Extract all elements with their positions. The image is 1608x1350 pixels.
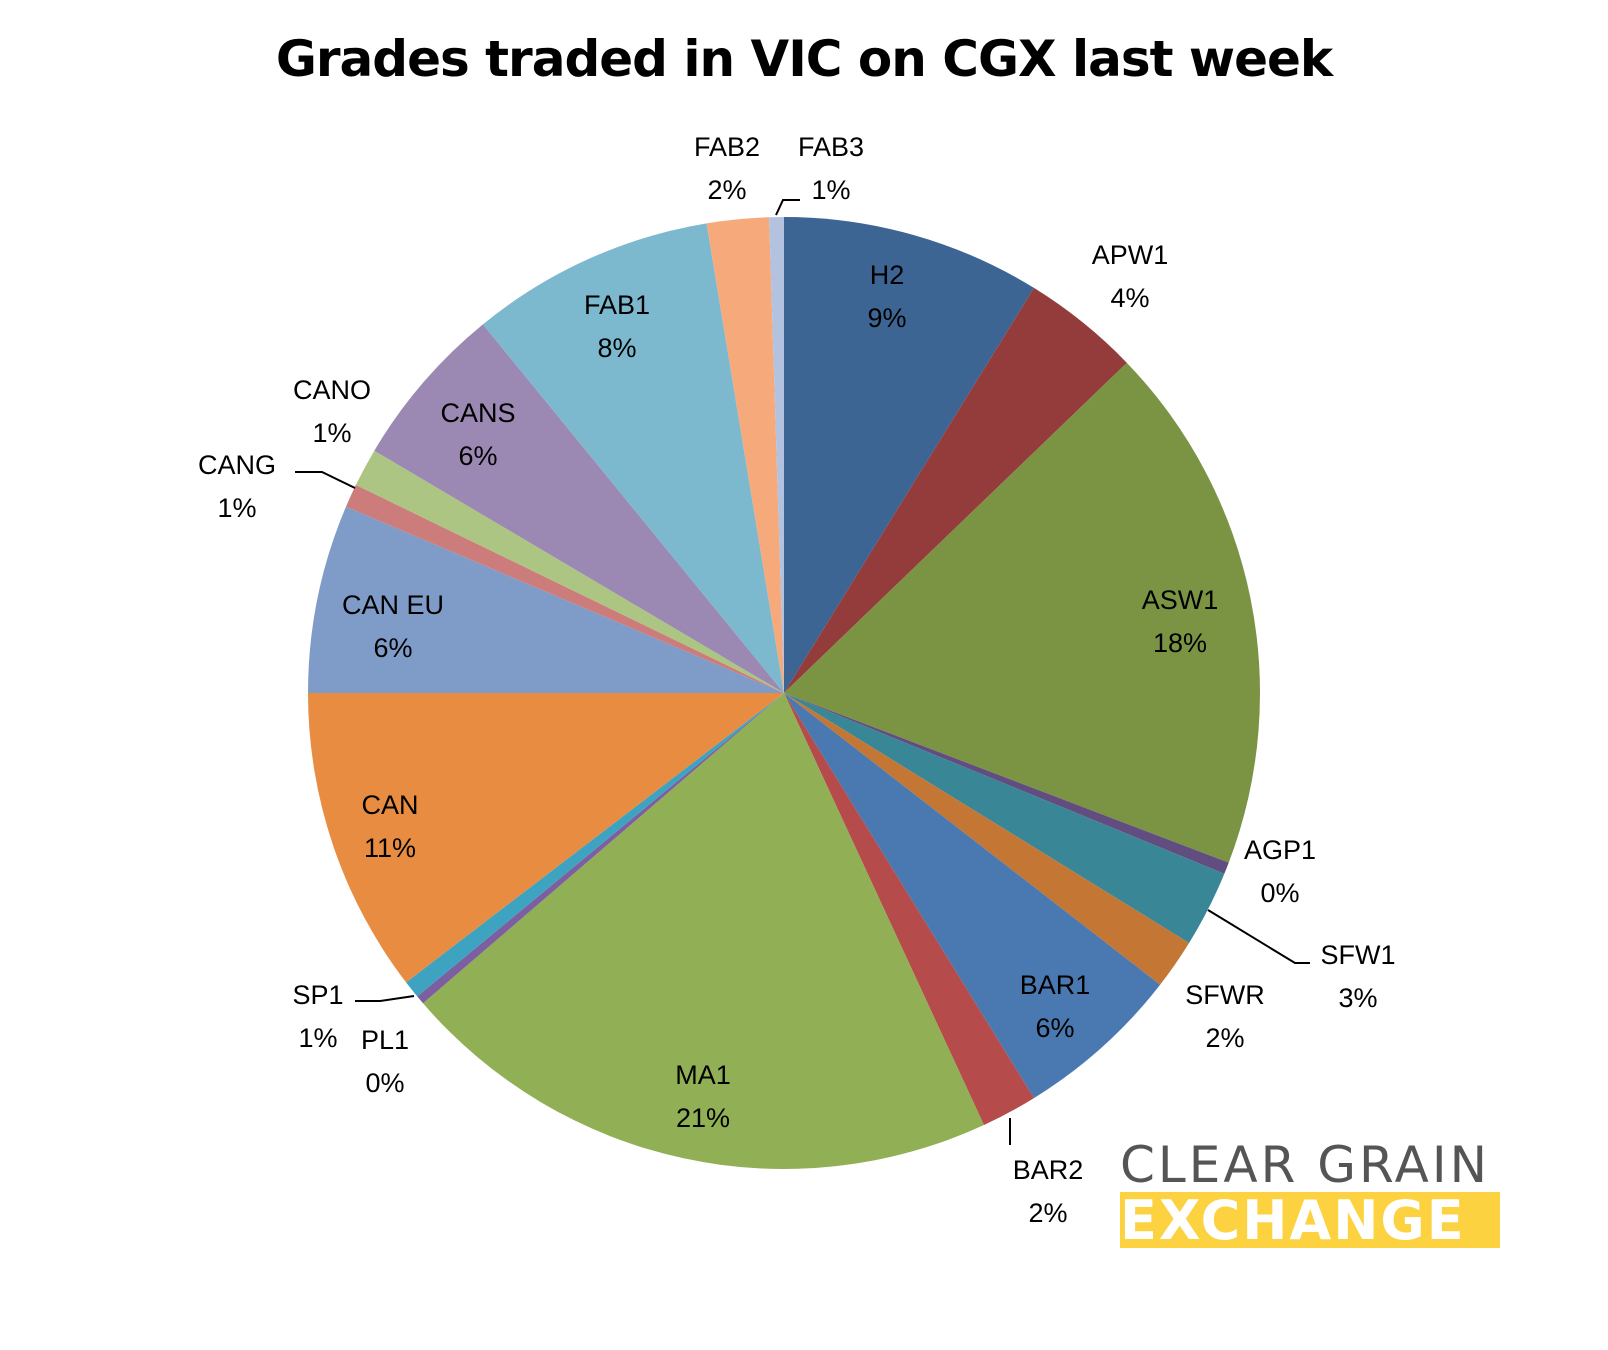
slice-percent: 4% bbox=[1110, 283, 1149, 313]
data-label: ASW1 18% bbox=[1142, 585, 1219, 658]
slice-percent: 2% bbox=[1028, 1198, 1067, 1228]
leader-line bbox=[1207, 909, 1310, 964]
data-label: CAN EU 6% bbox=[342, 590, 444, 663]
data-label: CANS 6% bbox=[440, 398, 515, 471]
data-label: SFW1 3% bbox=[1320, 940, 1395, 1013]
slice-percent: 1% bbox=[312, 418, 351, 448]
data-label: FAB2 2% bbox=[694, 132, 760, 205]
leader-line bbox=[295, 471, 356, 489]
data-label: PL1 0% bbox=[361, 1025, 409, 1098]
pie-slice-pl1 bbox=[417, 693, 784, 1004]
clear-grain-exchange-logo: CLEAR GRAIN EXCHANGE bbox=[1120, 1138, 1500, 1248]
slice-percent: 1% bbox=[217, 493, 256, 523]
data-label: CANG 1% bbox=[198, 450, 276, 523]
slice-name: CANG bbox=[198, 450, 276, 480]
slice-percent: 21% bbox=[676, 1103, 730, 1133]
logo-line2: EXCHANGE bbox=[1120, 1192, 1500, 1248]
slice-name: SP1 bbox=[292, 980, 343, 1010]
data-label: SFWR 2% bbox=[1185, 980, 1264, 1053]
slice-percent: 0% bbox=[365, 1068, 404, 1098]
pie-slice-fab1 bbox=[482, 223, 784, 693]
pie-slice-fab3 bbox=[769, 217, 784, 693]
pie-slice-can bbox=[308, 693, 784, 983]
pie-slice-cans bbox=[374, 324, 784, 693]
slice-name: FAB2 bbox=[694, 132, 760, 162]
pie-slice-agp1 bbox=[784, 693, 1229, 874]
logo-line1: CLEAR GRAIN bbox=[1120, 1136, 1491, 1194]
pie-slice-ma1 bbox=[423, 693, 984, 1169]
pie-slice-sfwr bbox=[784, 693, 1190, 985]
slice-percent: 2% bbox=[1205, 1023, 1244, 1053]
slice-percent: 6% bbox=[458, 441, 497, 471]
data-label: CANO 1% bbox=[293, 375, 371, 448]
slice-percent: 18% bbox=[1153, 628, 1207, 658]
slice-name: CAN bbox=[361, 790, 418, 820]
slice-name: ASW1 bbox=[1142, 585, 1219, 615]
data-label: H2 9% bbox=[867, 260, 906, 333]
slice-percent: 0% bbox=[1260, 878, 1299, 908]
slice-percent: 6% bbox=[373, 633, 412, 663]
slice-name: AGP1 bbox=[1244, 835, 1316, 865]
slice-name: FAB3 bbox=[798, 132, 864, 162]
slice-percent: 8% bbox=[597, 333, 636, 363]
slice-name: CANO bbox=[293, 375, 371, 405]
slice-name: CAN EU bbox=[342, 590, 444, 620]
data-label: FAB1 8% bbox=[584, 290, 650, 363]
slice-name: BAR2 bbox=[1013, 1155, 1084, 1185]
data-label: CAN 11% bbox=[361, 790, 418, 863]
pie-slice-apw1 bbox=[784, 287, 1127, 693]
slice-percent: 3% bbox=[1338, 983, 1377, 1013]
pie-slice-h2 bbox=[784, 217, 1034, 693]
pie-slice-fab2 bbox=[706, 217, 784, 694]
leader-line bbox=[775, 199, 800, 216]
slice-name: CANS bbox=[440, 398, 515, 428]
slice-name: PL1 bbox=[361, 1025, 409, 1055]
slice-name: BAR1 bbox=[1020, 970, 1091, 1000]
slice-percent: 2% bbox=[707, 175, 746, 205]
pie-slice-cano bbox=[355, 450, 784, 693]
pie-slice-asw1 bbox=[784, 362, 1261, 863]
slice-name: SFW1 bbox=[1320, 940, 1395, 970]
slice-name: H2 bbox=[870, 260, 905, 290]
leader-line bbox=[355, 995, 415, 1002]
pie-slice-bar1 bbox=[784, 693, 1161, 1099]
data-label: APW1 4% bbox=[1092, 240, 1169, 313]
data-label: AGP1 0% bbox=[1244, 835, 1316, 908]
pie-slice-sfw1 bbox=[784, 693, 1225, 943]
slice-name: SFWR bbox=[1185, 980, 1264, 1010]
pie-slice-sp1 bbox=[406, 693, 784, 997]
data-label: MA1 21% bbox=[675, 1060, 731, 1133]
slice-percent: 9% bbox=[867, 303, 906, 333]
pie-slice-bar2 bbox=[784, 693, 1034, 1125]
slice-percent: 11% bbox=[364, 833, 416, 863]
chart-title: Grades traded in VIC on CGX last week bbox=[275, 30, 1333, 88]
pie-slice-cang bbox=[345, 484, 784, 693]
slice-percent: 1% bbox=[298, 1023, 337, 1053]
slice-name: APW1 bbox=[1092, 240, 1169, 270]
data-label: SP1 1% bbox=[292, 980, 343, 1053]
data-label: BAR2 2% bbox=[1013, 1155, 1084, 1228]
pie-slice-can-eu bbox=[308, 506, 784, 693]
data-label: BAR1 6% bbox=[1020, 970, 1091, 1043]
slice-name: FAB1 bbox=[584, 290, 650, 320]
slice-name: MA1 bbox=[675, 1060, 731, 1090]
data-label: FAB3 1% bbox=[798, 132, 864, 205]
slice-percent: 6% bbox=[1035, 1013, 1074, 1043]
slice-percent: 1% bbox=[811, 175, 850, 205]
